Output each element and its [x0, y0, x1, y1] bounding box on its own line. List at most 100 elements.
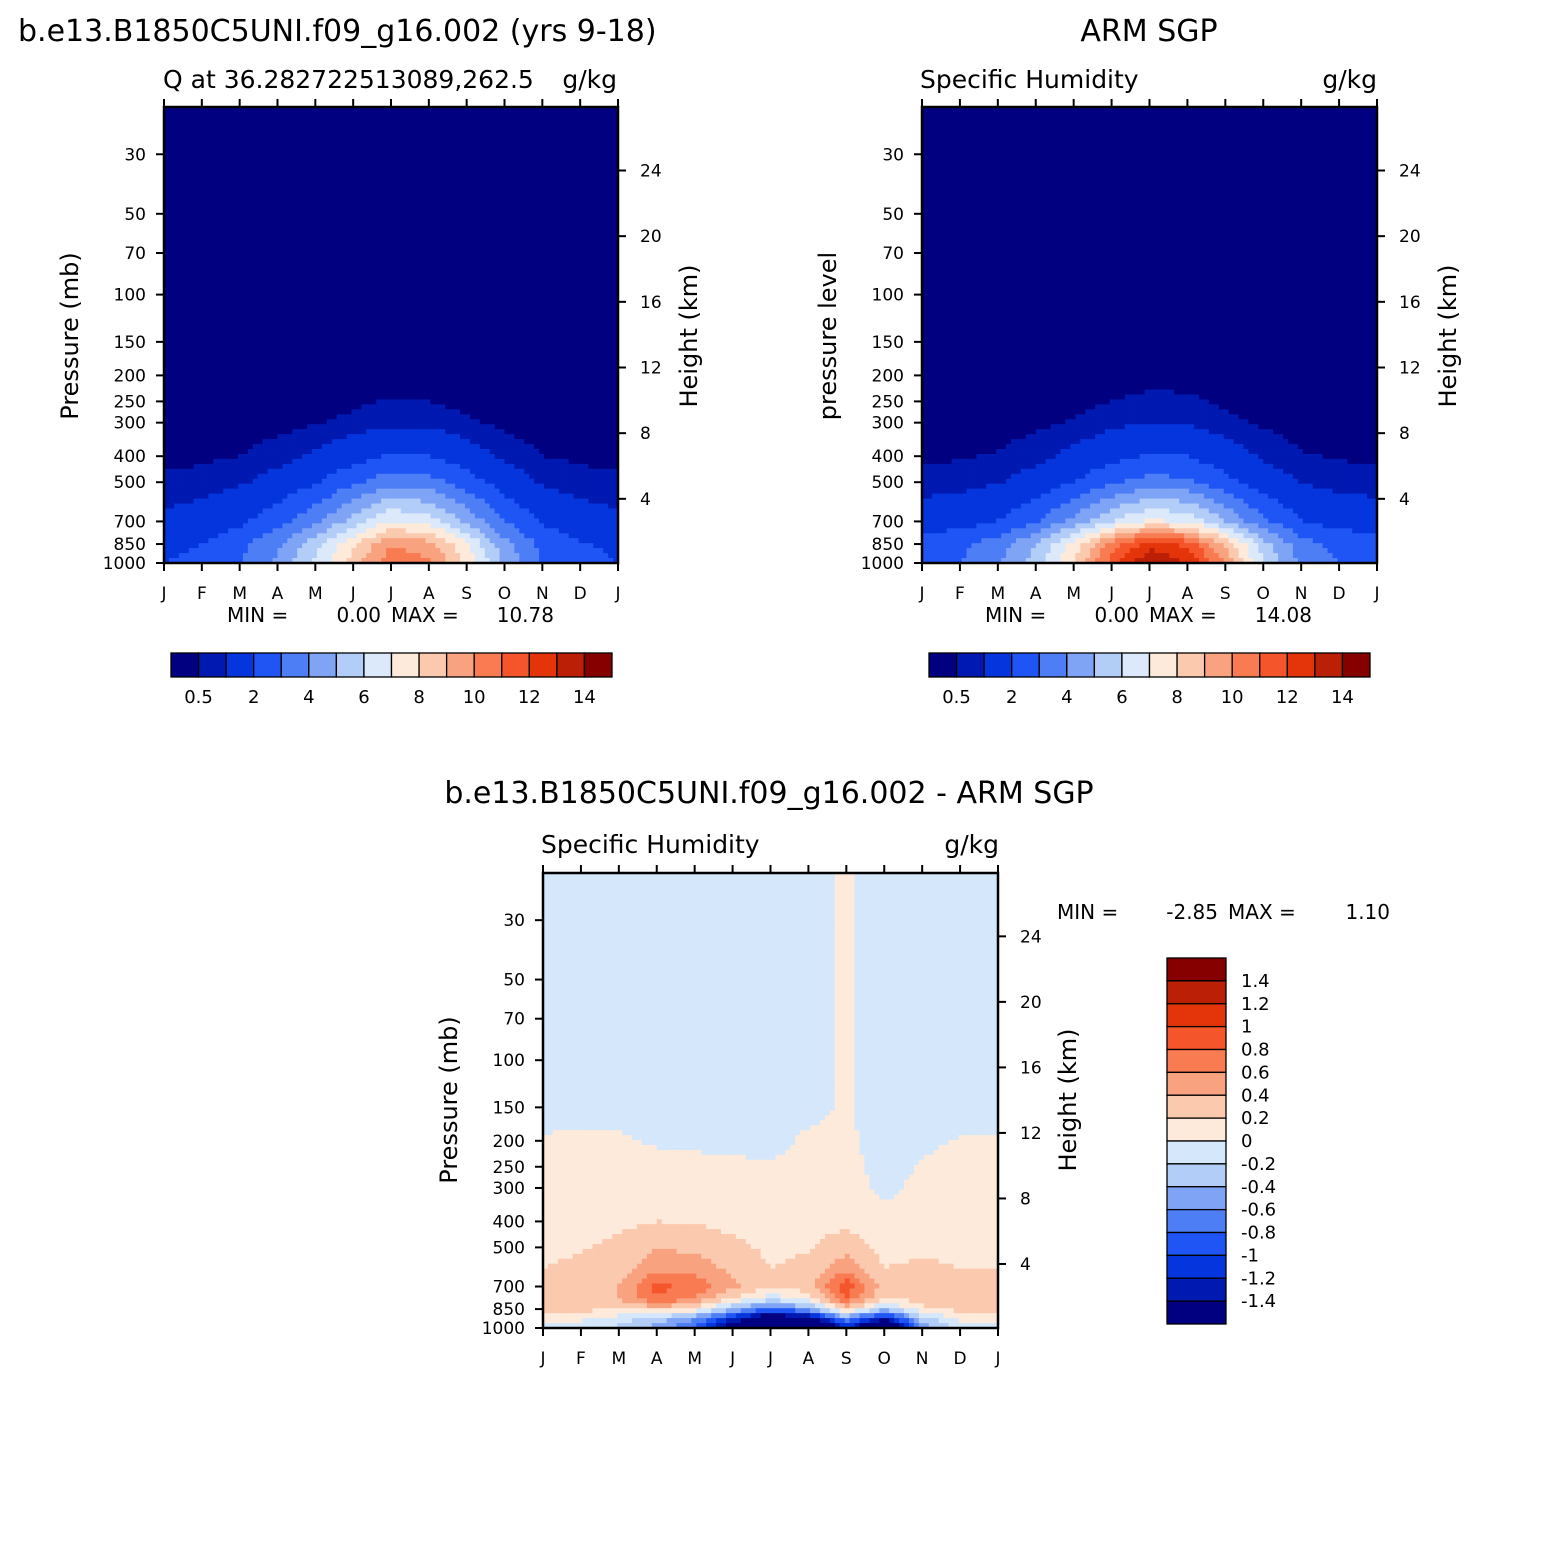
model-contour-cell [312, 271, 318, 277]
model-contour-cell [312, 251, 318, 257]
model-contour-cell [302, 241, 308, 247]
model-contour-cell [559, 300, 565, 306]
model-contour-cell [332, 310, 338, 316]
model-contour-cell [268, 300, 274, 306]
model-contour-cell [263, 305, 269, 311]
model-contour-cell [223, 295, 229, 301]
model-contour-cell [470, 211, 476, 217]
model-contour-cell [539, 241, 545, 247]
model-contour-cell [174, 285, 180, 291]
model-contour-cell [332, 330, 338, 336]
model-contour-cell [258, 181, 264, 187]
model-contour-cell [426, 186, 432, 192]
model-contour-cell [228, 137, 234, 143]
model-contour-cell [559, 276, 565, 282]
model-contour-cell [332, 335, 338, 341]
model-contour-cell [347, 241, 353, 247]
model-contour-cell [352, 191, 358, 197]
model-contour-cell [312, 231, 318, 237]
model-contour-cell [544, 201, 550, 207]
model-contour-cell [273, 157, 279, 163]
model-contour-cell [574, 201, 580, 207]
model-contour-cell [194, 162, 200, 168]
model-contour-cell [559, 132, 565, 138]
model-contour-cell [287, 256, 293, 262]
model-contour-cell [213, 266, 219, 272]
model-contour-cell [376, 186, 382, 192]
model-contour-cell [381, 191, 387, 197]
model-contour-cell [253, 181, 259, 187]
model-contour-cell [317, 340, 323, 346]
model-contour-cell [347, 256, 353, 262]
model-contour-cell [243, 271, 249, 277]
model-contour-cell [327, 166, 333, 172]
model-contour-cell [184, 241, 190, 247]
model-contour-cell [317, 206, 323, 212]
model-contour-cell [574, 122, 580, 128]
model-contour-cell [450, 201, 456, 207]
model-contour-cell [465, 271, 471, 277]
model-contour-cell [559, 246, 565, 252]
model-contour-cell [480, 285, 486, 291]
model-contour-cell [475, 310, 481, 316]
model-contour-cell [366, 186, 372, 192]
model-contour-cell [243, 266, 249, 272]
model-contour-cell [396, 122, 402, 128]
model-contour-cell [376, 166, 382, 172]
model-contour-cell [238, 350, 244, 356]
model-contour-cell [223, 246, 229, 252]
model-contour-cell [248, 241, 254, 247]
model-contour-cell [500, 112, 506, 118]
model-contour-cell [169, 251, 175, 257]
model-contour-cell [509, 127, 515, 133]
model-contour-cell [292, 276, 298, 282]
model-contour-cell [361, 147, 367, 153]
model-contour-cell [287, 330, 293, 336]
model-contour-cell [287, 186, 293, 192]
model-contour-cell [292, 157, 298, 163]
model-contour-cell [386, 261, 392, 267]
model-contour-cell [307, 171, 313, 177]
model-contour-cell [273, 340, 279, 346]
model-contour-cell [391, 117, 397, 123]
model-contour-cell [243, 206, 249, 212]
model-contour-cell [218, 176, 224, 182]
model-contour-cell [213, 246, 219, 252]
model-contour-cell [391, 171, 397, 177]
model-contour-cell [554, 241, 560, 247]
model-contour-cell [593, 176, 599, 182]
model-contour-cell [253, 201, 259, 207]
model-contour-cell [179, 295, 185, 301]
model-contour-cell [273, 285, 279, 291]
model-contour-cell [495, 335, 501, 341]
model-contour-cell [485, 127, 491, 133]
model-contour-cell [356, 285, 362, 291]
model-contour-cell [406, 206, 412, 212]
model-contour-cell [435, 127, 441, 133]
model-contour-cell [327, 266, 333, 272]
model-contour-cell [327, 196, 333, 202]
model-contour-cell [608, 171, 614, 177]
model-contour-cell [312, 350, 318, 356]
model-contour-cell [352, 315, 358, 321]
model-contour-cell [386, 241, 392, 247]
model-contour-cell [588, 162, 594, 168]
model-contour-cell [465, 266, 471, 272]
model-contour-cell [569, 127, 575, 133]
model-contour-cell [559, 176, 565, 182]
model-contour-cell [179, 280, 185, 286]
model-contour-cell [564, 340, 570, 346]
model-contour-cell [514, 171, 520, 177]
model-contour-cell [440, 211, 446, 217]
model-contour-cell [574, 290, 580, 296]
model-contour-cell [505, 221, 511, 227]
model-contour-cell [322, 350, 328, 356]
model-contour-cell [534, 162, 540, 168]
model-contour-cell [396, 266, 402, 272]
model-contour-cell [544, 231, 550, 237]
model-contour-cell [199, 117, 205, 123]
model-contour-cell [253, 137, 259, 143]
model-contour-cell [401, 315, 407, 321]
model-contour-cell [416, 152, 422, 158]
model-contour-cell [583, 236, 589, 242]
